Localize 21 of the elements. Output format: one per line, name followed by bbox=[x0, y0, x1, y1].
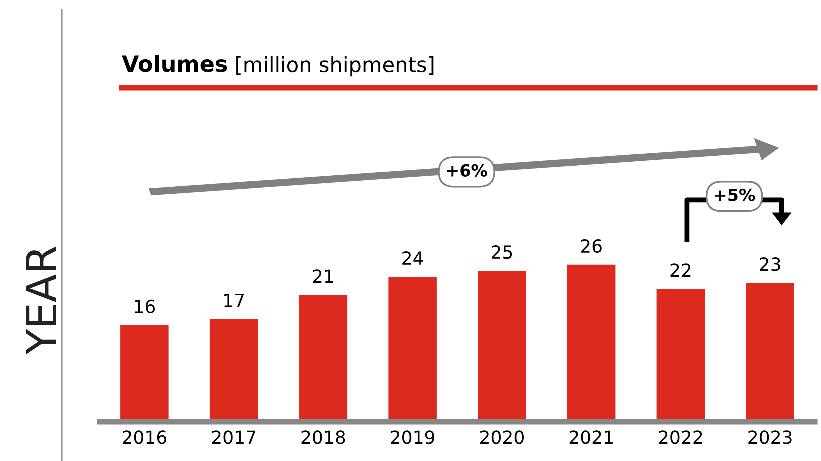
data-label: 22 bbox=[670, 264, 691, 278]
text: +5% bbox=[715, 188, 756, 202]
data-label: 16 bbox=[135, 300, 156, 314]
data-label: 23 bbox=[760, 258, 780, 272]
text: +6% bbox=[447, 164, 488, 177]
x-tick-label: 2018 bbox=[302, 430, 346, 444]
data-label: 17 bbox=[224, 294, 244, 308]
chart-subtitle: [million shipments] bbox=[236, 56, 434, 77]
x-tick-label: 2019 bbox=[391, 430, 435, 444]
data-label: 24 bbox=[402, 252, 424, 265]
x-tick-label: 2020 bbox=[480, 430, 524, 444]
data-label: 21 bbox=[313, 270, 334, 284]
y-axis-title: YEAR bbox=[26, 246, 56, 355]
chart-title: Volumes bbox=[122, 55, 228, 72]
x-tick-label: 2017 bbox=[212, 430, 256, 444]
x-tick-label: 2016 bbox=[123, 430, 167, 444]
data-label: 25 bbox=[492, 245, 512, 260]
x-tick-label: 2021 bbox=[570, 430, 613, 444]
x-tick-label: 2022 bbox=[659, 430, 702, 444]
data-label: 26 bbox=[581, 239, 602, 254]
x-tick-label: 2023 bbox=[748, 430, 792, 444]
